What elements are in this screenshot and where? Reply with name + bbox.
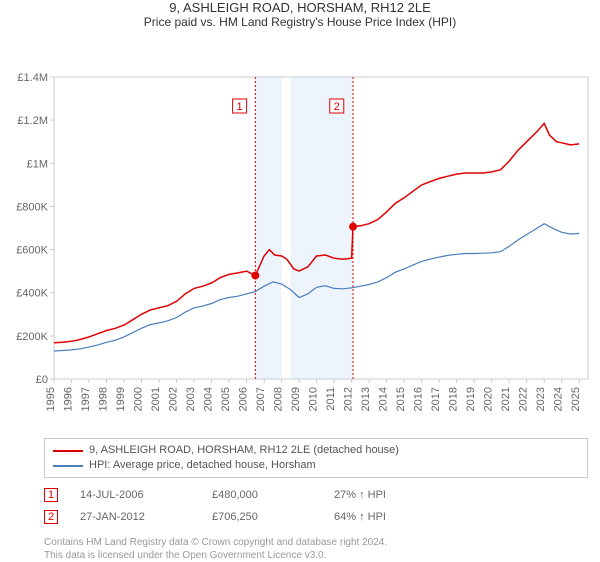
sale-date: 14-JUL-2006	[80, 489, 190, 501]
x-tick-label: 2018	[448, 387, 460, 411]
x-tick-label: 2014	[378, 387, 390, 411]
x-tick-label: 2021	[500, 387, 512, 411]
footer-attribution: Contains HM Land Registry data © Crown c…	[44, 536, 588, 562]
x-tick-label: 2020	[483, 387, 495, 411]
x-tick-label: 2019	[465, 387, 477, 411]
legend-row: 9, ASHLEIGH ROAD, HORSHAM, RH12 2LE (det…	[53, 443, 579, 458]
x-tick-label: 2024	[553, 387, 565, 411]
sale-pct: 64% ↑ HPI	[334, 511, 386, 523]
y-tick-label: £1M	[27, 158, 48, 170]
sale-price: £706,250	[212, 511, 312, 523]
x-tick-label: 2009	[290, 387, 302, 411]
x-tick-label: 1995	[45, 387, 57, 411]
y-tick-label: £1.4M	[17, 72, 48, 84]
x-tick-label: 2023	[535, 387, 547, 411]
x-tick-label: 2007	[255, 387, 267, 411]
shaded-band	[290, 77, 353, 379]
chart-title: 9, ASHLEIGH ROAD, HORSHAM, RH12 2LE	[0, 0, 600, 15]
x-tick-label: 2022	[518, 387, 530, 411]
footer-line-1: Contains HM Land Registry data © Crown c…	[44, 536, 588, 549]
legend-label: HPI: Average price, detached house, Hors…	[89, 458, 316, 473]
legend-swatch	[53, 465, 83, 467]
x-tick-label: 2006	[238, 387, 250, 411]
sale-marker-number: 1	[237, 101, 243, 113]
x-tick-label: 2016	[413, 387, 425, 411]
x-tick-label: 1996	[63, 387, 75, 411]
x-tick-label: 2017	[430, 387, 442, 411]
x-tick-label: 2015	[395, 387, 407, 411]
legend-label: 9, ASHLEIGH ROAD, HORSHAM, RH12 2LE (det…	[89, 443, 399, 458]
y-tick-label: £0	[36, 374, 48, 386]
x-tick-label: 2011	[325, 387, 337, 411]
sale-price: £480,000	[212, 489, 312, 501]
x-tick-label: 2025	[570, 387, 582, 411]
sale-row: 2 27-JAN-2012 £706,250 64% ↑ HPI	[44, 506, 588, 528]
x-tick-label: 1998	[98, 387, 110, 411]
y-tick-label: £1.2M	[17, 115, 48, 127]
y-tick-label: £400K	[16, 288, 48, 300]
legend-row: HPI: Average price, detached house, Hors…	[53, 458, 579, 473]
x-tick-label: 2005	[220, 387, 232, 411]
x-tick-label: 2008	[273, 387, 285, 411]
sale-row: 1 14-JUL-2006 £480,000 27% ↑ HPI	[44, 484, 588, 506]
sale-badge: 1	[44, 488, 58, 502]
x-tick-label: 2003	[185, 387, 197, 411]
x-tick-label: 2002	[168, 387, 180, 411]
sale-point-dot	[349, 223, 357, 231]
sale-date: 27-JAN-2012	[80, 511, 190, 523]
sale-pct: 27% ↑ HPI	[334, 489, 386, 501]
legend-box: 9, ASHLEIGH ROAD, HORSHAM, RH12 2LE (det…	[44, 438, 588, 478]
footer-line-2: This data is licensed under the Open Gov…	[44, 549, 588, 562]
x-tick-label: 2001	[150, 387, 162, 411]
sale-marker-number: 2	[334, 101, 340, 113]
shaded-band	[255, 77, 281, 379]
x-tick-label: 1999	[115, 387, 127, 411]
x-tick-label: 2012	[343, 387, 355, 411]
x-tick-label: 1997	[80, 387, 92, 411]
chart-area: £0 £200K £400K £600K £800K £1M £1.2M £1.4M 1995 1…	[0, 33, 600, 434]
y-tick-label: £800K	[16, 201, 48, 213]
sales-table: 1 14-JUL-2006 £480,000 27% ↑ HPI 2 27-JAN-201…	[44, 484, 588, 528]
y-tick-label: £200K	[16, 331, 48, 343]
chart-subtitle: Price paid vs. HM Land Registry's House …	[0, 15, 600, 29]
x-tick-label: 2004	[203, 387, 215, 411]
sale-badge: 2	[44, 510, 58, 524]
x-tick-label: 2010	[308, 387, 320, 411]
sale-point-dot	[251, 271, 259, 279]
legend-swatch	[53, 450, 83, 452]
chart-svg: £0 £200K £400K £600K £800K £1M £1.2M £1.4M 1995 1…	[0, 33, 600, 431]
x-tick-label: 2000	[133, 387, 145, 411]
x-tick-label: 2013	[360, 387, 372, 411]
y-tick-label: £600K	[16, 245, 48, 257]
